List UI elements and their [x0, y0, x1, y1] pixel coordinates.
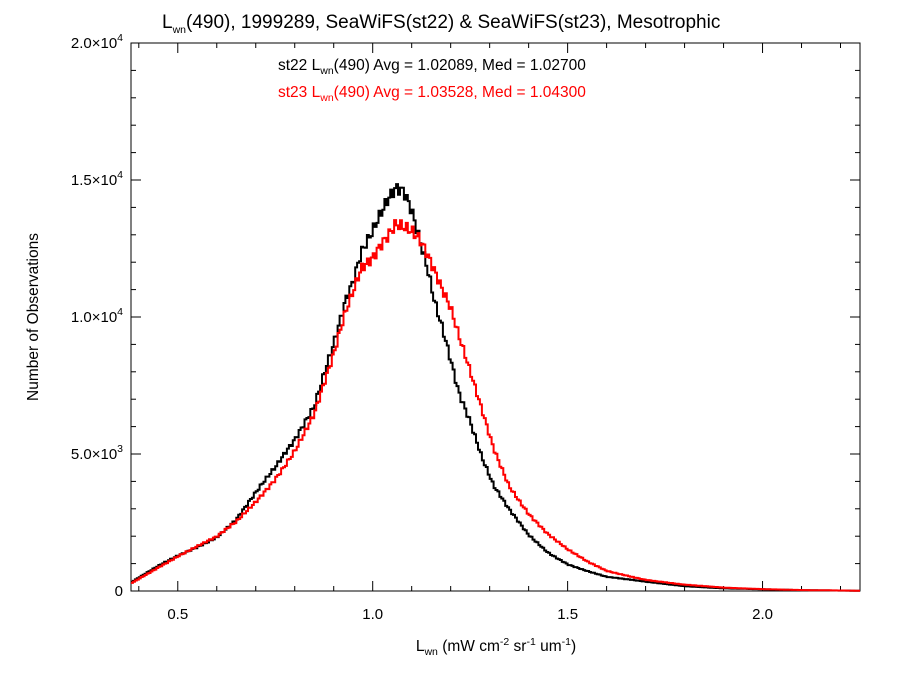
xlabel-rest4: )	[571, 638, 576, 655]
x-tick-label: 1.0	[362, 606, 383, 623]
y-tick-label: 0	[115, 583, 123, 600]
legend-st22-sub: wn	[319, 65, 334, 77]
x-tick-label: 0.5	[167, 606, 188, 623]
legend-entry-st22: st22 Lwn(490) Avg = 1.02089, Med = 1.027…	[278, 57, 586, 77]
series-st22-line	[131, 183, 860, 592]
y-tick-label: 1.5×104	[71, 169, 123, 189]
xlabel-rest3: um	[536, 638, 562, 655]
xlabel-rest1: (mW cm	[438, 638, 500, 655]
xlabel-main: L	[416, 638, 425, 655]
y-axis-label: Number of Observations	[25, 233, 42, 401]
xlabel-rest2: sr	[509, 638, 526, 655]
xlabel-sup2: -1	[526, 636, 535, 648]
x-tick-label: 2.0	[752, 606, 773, 623]
legend-st23-sub: wn	[319, 92, 334, 104]
legend-st23-suffix: (490) Avg = 1.03528, Med = 1.04300	[334, 84, 587, 101]
legend-st23-prefix: st23 L	[278, 84, 321, 101]
xlabel-sub: wn	[423, 646, 438, 658]
title-sub: wn	[172, 24, 187, 36]
legend-st22-suffix: (490) Avg = 1.02089, Med = 1.02700	[334, 57, 587, 74]
title-main: L	[162, 12, 173, 33]
y-tick-label: 1.0×104	[71, 306, 123, 326]
axis-ticks: 0.5 1.0 1.5 2.0 0 5.0×103 1.0×104 1.5×104 2.0×10…	[71, 32, 860, 623]
y-tick-label: 5.0×103	[71, 443, 123, 463]
x-axis-label: Lwn (mW cm-2 sr-1 um-1)	[416, 636, 576, 658]
x-tick-label: 1.5	[557, 606, 578, 623]
series-layer	[131, 183, 860, 592]
xlabel-sup1: -2	[500, 636, 509, 648]
y-tick-label: 2.0×104	[71, 32, 123, 52]
chart-title: Lwn(490), 1999289, SeaWiFS(st22) & SeaWi…	[162, 12, 720, 36]
xlabel-sup3: -1	[562, 636, 571, 648]
legend-entry-st23: st23 Lwn(490) Avg = 1.03528, Med = 1.043…	[278, 84, 586, 104]
title-rest: (490), 1999289, SeaWiFS(st22) & SeaWiFS(…	[186, 12, 720, 33]
series-st23-line	[131, 219, 860, 592]
legend-st22-prefix: st22 L	[278, 57, 321, 74]
plot-frame	[130, 42, 861, 592]
